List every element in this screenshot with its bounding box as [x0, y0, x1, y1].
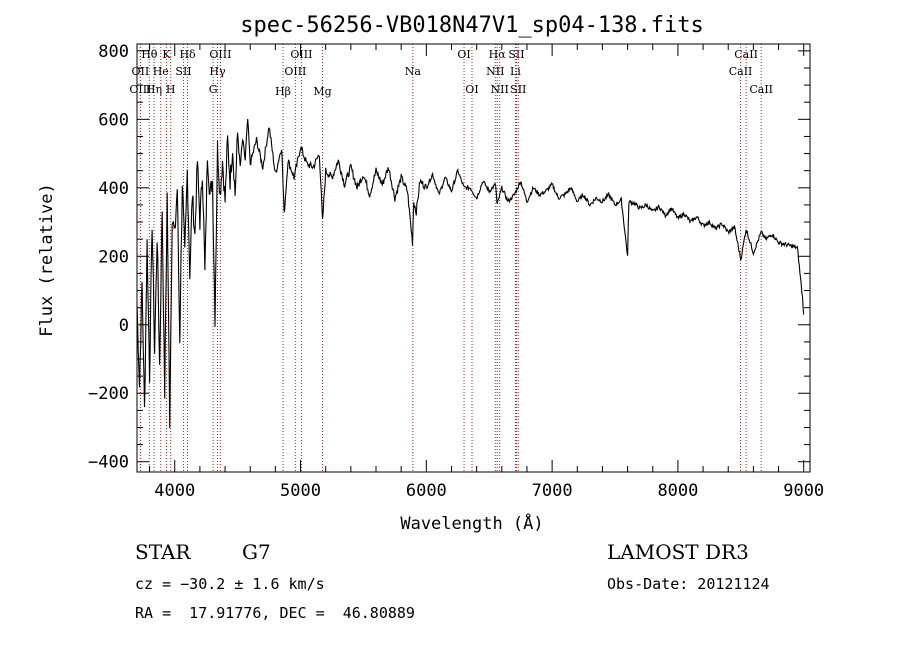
spectral-line-label: OIII	[129, 83, 151, 96]
spectral-line-label: SII	[175, 65, 191, 78]
y-tick-label: 400	[98, 179, 129, 199]
spectral-line-label: OIII	[284, 65, 306, 78]
y-tick-label: 0	[119, 316, 129, 336]
spectral-line-label: G	[209, 83, 218, 96]
spectral-line-label: CaII	[729, 65, 753, 78]
spectral-line-label: Hη	[146, 83, 162, 96]
y-axis-label: Flux (relative)	[37, 183, 57, 337]
spectral-line-label: Hα	[489, 48, 507, 61]
object-type: STAR	[135, 540, 191, 564]
spectral-line-label: Hδ	[179, 48, 196, 61]
x-tick-label: 8000	[657, 481, 698, 501]
spectral-line-label: SII	[510, 83, 526, 96]
y-tick-label: 200	[98, 247, 129, 267]
chart-title: spec-56256-VB018N47V1_sp04-138.fits	[240, 13, 704, 38]
spectrum-series	[136, 118, 805, 429]
spectral-line-label: OI	[457, 48, 470, 61]
spectral-line-label: OIII	[290, 48, 312, 61]
spectral-line-label: Na	[405, 65, 422, 78]
spectrum-line	[136, 118, 805, 429]
spectral-line-label: NII	[486, 65, 504, 78]
redshift-cz: cz = −30.2 ± 1.6 km/s	[135, 575, 325, 593]
spectral-line-label: Li	[510, 65, 521, 78]
spectral-line-label: OI	[465, 83, 478, 96]
spectral-line-label: Hβ	[275, 85, 291, 98]
spectral-line-label: CaII	[734, 48, 758, 61]
x-tick-label: 5000	[280, 481, 321, 501]
spectral-line-label: CaII	[749, 83, 773, 96]
spectral-line-label: OIII	[209, 48, 231, 61]
spectral-line-label: He	[153, 65, 169, 78]
x-tick-label: 6000	[406, 481, 447, 501]
x-tick-label: 9000	[783, 481, 824, 501]
coordinates: RA = 17.91776, DEC = 46.80889	[135, 604, 415, 622]
spectral-line-label: K	[162, 48, 171, 61]
y-tick-label: 800	[98, 42, 129, 62]
plot-frame	[136, 43, 811, 473]
spectral-line-label: Hγ	[209, 65, 226, 78]
spectral-line-label: NII	[491, 83, 509, 96]
observation-date: Obs-Date: 20121124	[607, 575, 770, 593]
x-axis-label: Wavelength (Å)	[400, 512, 543, 534]
y-tick-label: −200	[88, 384, 129, 404]
survey-name: LAMOST DR3	[607, 540, 749, 564]
y-axis-ticks: −400 −200 0 200 400 600 800	[88, 42, 810, 473]
y-tick-label: −400	[88, 453, 129, 473]
spectral-line-label: H	[166, 83, 176, 96]
spectrum-chart: spec-56256-VB018N47V1_sp04-138.fits HθOI…	[37, 13, 824, 534]
x-axis-ticks: 4000 5000 6000 7000 8000 9000	[149, 44, 824, 501]
object-subclass: G7	[242, 540, 271, 564]
x-tick-label: 7000	[532, 481, 573, 501]
spectral-line-label: SII	[508, 48, 524, 61]
y-tick-label: 600	[98, 110, 129, 130]
spectral-line-label: Mg	[313, 85, 331, 98]
x-tick-label: 4000	[154, 481, 195, 501]
